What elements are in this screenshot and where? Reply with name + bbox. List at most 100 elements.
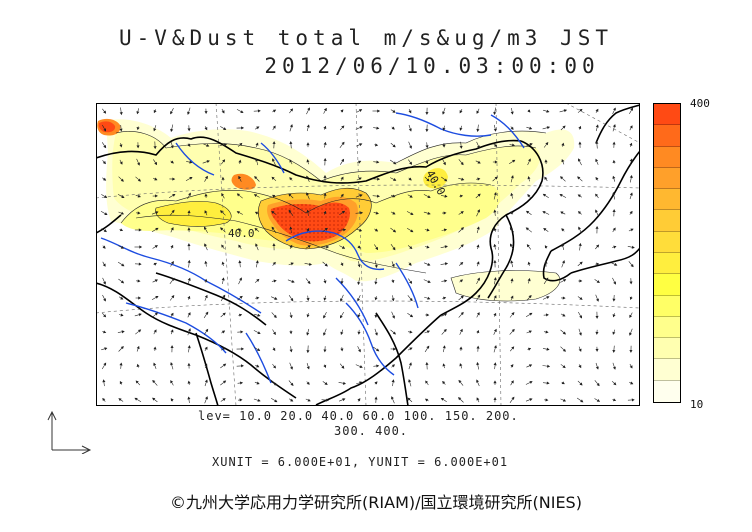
wind-vector-arrowhead	[271, 176, 275, 180]
wind-vector-arrowhead	[595, 366, 599, 370]
wind-vector-arrowhead	[426, 330, 430, 334]
wind-vector-arrowhead	[155, 227, 159, 231]
wind-vector-arrowhead	[103, 229, 107, 233]
wind-vector-arrowhead	[613, 382, 617, 386]
wind-vector-arrowhead	[170, 160, 174, 164]
wind-vector-arrowhead	[222, 380, 227, 384]
wind-vector-arrowhead	[408, 362, 412, 366]
wind-vector-arrowhead	[205, 396, 208, 400]
wind-vector-arrowhead	[187, 312, 191, 316]
wind-vector-arrowhead	[595, 177, 599, 181]
wind-vector-arrowhead	[290, 298, 294, 302]
wind-vector-arrowhead	[204, 278, 208, 282]
wind-vector-arrowhead	[152, 379, 156, 384]
wind-vector-arrowhead	[323, 210, 327, 215]
wind-vector-arrowhead	[306, 159, 310, 163]
wind-vector-arrowhead	[306, 142, 310, 146]
wind-vector-arrowhead	[323, 125, 327, 130]
wind-vector-arrowhead	[256, 278, 260, 282]
wind-vector-arrowhead	[546, 296, 550, 299]
wind-vector-arrowhead	[493, 209, 497, 213]
wind-vector-arrowhead	[511, 396, 515, 400]
wind-vector-arrowhead	[205, 175, 208, 179]
wind-vector-arrowhead	[204, 346, 208, 350]
wind-vector-arrowhead	[614, 262, 618, 266]
wind-vector-arrowhead	[375, 246, 379, 251]
wind-vector-arrowhead	[357, 331, 361, 335]
wind-vector-arrowhead	[136, 145, 140, 149]
wind-vector-arrowhead	[257, 313, 261, 317]
wind-vector-arrowhead	[306, 227, 310, 232]
axis-key-icon	[47, 410, 92, 454]
wind-vector-arrowhead	[444, 262, 449, 266]
wind-vector-arrowhead	[187, 345, 191, 349]
wind-vector-arrowhead	[391, 379, 395, 383]
wind-vector-arrowhead	[562, 365, 566, 369]
colorbar-segment	[654, 167, 680, 190]
wind-vector-arrowhead	[307, 280, 311, 285]
wind-vector-arrowhead	[241, 126, 245, 130]
wind-vector-arrowhead	[444, 279, 448, 283]
wind-vector-arrowhead	[137, 162, 140, 166]
wind-vector-arrowhead	[189, 160, 193, 164]
wind-vector-arrowhead	[254, 176, 258, 180]
wind-vector-arrowhead	[340, 176, 344, 180]
wind-vector-arrowhead	[410, 212, 414, 215]
wind-vector-arrowhead	[256, 364, 260, 368]
wind-vector-arrowhead	[477, 193, 481, 197]
wind-vector-arrowhead	[629, 142, 633, 146]
wind-vector-arrowhead	[460, 211, 464, 215]
wind-vector-arrowhead	[613, 245, 617, 249]
wind-vector-arrowhead	[409, 246, 413, 249]
wind-vector-arrowhead	[510, 380, 514, 384]
wind-vector-arrowhead	[595, 315, 599, 319]
wind-vector-arrowhead	[153, 109, 157, 114]
wind-vector-arrowhead	[103, 330, 107, 334]
wind-vector-arrowhead	[357, 264, 361, 268]
wind-vector-arrowhead	[629, 349, 633, 353]
wind-vector-arrowhead	[443, 161, 446, 166]
wind-vector-arrowhead	[239, 277, 242, 281]
wind-vector-arrowhead	[290, 366, 293, 370]
wind-vector-arrowhead	[596, 382, 600, 387]
wind-vector-arrowhead	[459, 346, 463, 350]
colorbar-segment	[654, 338, 680, 360]
wind-vector-arrowhead	[579, 315, 583, 319]
wind-vector-arrowhead	[408, 110, 412, 114]
wind-vector-arrowhead	[138, 262, 142, 266]
wind-vector-arrowhead	[494, 176, 498, 180]
wind-vector-arrowhead	[221, 277, 225, 281]
wind-vector-arrowhead	[545, 277, 549, 281]
wind-vector-arrowhead	[187, 396, 191, 400]
wind-vector-arrowhead	[393, 161, 397, 165]
wind-vector-arrowhead	[104, 347, 108, 351]
wind-vector-arrowhead	[256, 381, 260, 385]
wind-vector-arrowhead	[391, 263, 395, 268]
wind-vector-arrowhead	[612, 366, 616, 370]
wind-vector-arrowhead	[629, 296, 633, 300]
wind-vector-arrowhead	[477, 177, 481, 181]
wind-vector-arrowhead	[102, 397, 106, 402]
wind-vector-arrowhead	[306, 350, 310, 354]
wind-vector-arrowhead	[577, 194, 581, 198]
wind-vector-arrowhead	[170, 380, 174, 384]
wind-vector-arrowhead	[595, 348, 599, 352]
wind-vector-arrowhead	[187, 227, 191, 231]
wind-vector-arrowhead	[170, 145, 174, 149]
wind-vector-arrowhead	[595, 108, 599, 113]
wind-vector-arrowhead	[579, 108, 583, 112]
wind-vector-arrowhead	[359, 143, 363, 147]
wind-vector-arrowhead	[510, 175, 514, 179]
wind-vector-arrowhead	[239, 295, 243, 299]
wind-vector-arrowhead	[629, 365, 633, 369]
wind-vector-arrowhead	[392, 331, 396, 335]
wind-vector-arrowhead	[273, 382, 278, 386]
wind-vector-arrowhead	[477, 209, 480, 213]
wind-vector-arrowhead	[323, 364, 327, 368]
dust-spot-north	[231, 173, 256, 190]
wind-vector-arrowhead	[203, 226, 207, 230]
wind-vector-arrowhead	[493, 397, 497, 401]
wind-vector-arrowhead	[459, 110, 463, 114]
wind-vector-arrowhead	[323, 332, 326, 336]
wind-vector-arrowhead	[272, 194, 276, 198]
